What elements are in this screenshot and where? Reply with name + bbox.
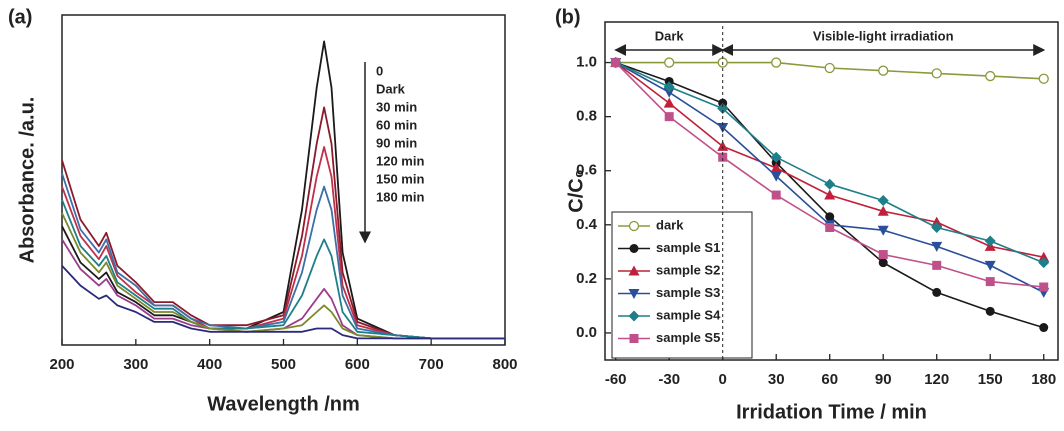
data-point: [770, 151, 782, 163]
legend-label: 180 min: [376, 189, 424, 204]
legend-label: 150 min: [376, 171, 424, 186]
data-point: [985, 70, 996, 82]
legend-label: sample S4: [656, 307, 721, 322]
data-point: [664, 57, 675, 68]
x-tick-label: 150: [978, 371, 1003, 388]
x-tick-label: 180: [1031, 371, 1056, 388]
x-tick-label: -30: [658, 371, 680, 388]
legend-label: 0: [376, 63, 383, 78]
data-point: [824, 62, 835, 74]
data-line: [61, 265, 505, 340]
x-tick-label: 30: [768, 371, 785, 388]
x-axis-label: Wavelength /nm: [207, 393, 360, 415]
y-tick-label: 1.0: [576, 54, 597, 71]
panel-label: (a): [8, 6, 32, 28]
annotation: Dark: [655, 28, 685, 43]
data-point: [877, 205, 889, 216]
y-tick-label: 0.4: [576, 216, 598, 233]
data-point: [1039, 323, 1049, 333]
data-point: [932, 260, 942, 270]
legend-marker: [628, 289, 640, 299]
data-point: [932, 287, 942, 297]
x-tick-label: 400: [197, 356, 222, 373]
data-point: [931, 68, 942, 79]
legend-marker: [628, 220, 640, 232]
legend-label: 90 min: [376, 135, 417, 150]
data-point: [663, 81, 675, 93]
legend-label: 60 min: [376, 117, 417, 132]
data-point: [611, 58, 621, 68]
legend-label: 30 min: [376, 99, 417, 114]
data-point: [718, 152, 728, 162]
legend-marker: [628, 310, 640, 322]
x-tick-label: 500: [271, 356, 296, 373]
data-point: [1038, 257, 1050, 269]
data-point: [985, 277, 995, 287]
data-point: [717, 103, 729, 115]
data-point: [1039, 282, 1049, 292]
x-tick-label: 90: [875, 371, 892, 388]
y-tick-label: 0.0: [576, 324, 597, 341]
legend-marker: [629, 334, 639, 343]
data-point: [825, 212, 835, 222]
data-point: [877, 194, 889, 206]
x-tick-label: -60: [605, 371, 627, 388]
data-point: [824, 178, 836, 190]
y-tick-label: 0.8: [576, 108, 597, 125]
data-point: [984, 235, 996, 247]
y-axis-label: C/C₀: [565, 169, 587, 212]
x-tick-label: 60: [821, 371, 838, 388]
data-point: [771, 190, 781, 200]
data-point: [985, 306, 995, 316]
legend-label: 120 min: [376, 153, 424, 168]
y-tick-label: 0.6: [576, 162, 597, 179]
x-tick-label: 800: [492, 356, 517, 373]
data-line: [61, 199, 505, 340]
data-point: [663, 87, 675, 98]
legend-label: sample S3: [656, 285, 720, 300]
legend-label: dark: [656, 217, 684, 232]
legend-marker: [629, 244, 639, 253]
legend-box: [611, 211, 753, 359]
data-point: [1038, 251, 1050, 262]
data-point: [664, 112, 674, 122]
x-axis-label: Irridation Time / min: [736, 401, 927, 423]
data-point: [717, 122, 729, 133]
plot-frame: [604, 21, 1059, 361]
legend-label: Dark: [376, 81, 406, 96]
x-tick-label: 200: [49, 356, 74, 373]
x-tick-label: 300: [123, 356, 148, 373]
data-point: [878, 258, 888, 268]
data-point: [931, 241, 943, 252]
panel-label: (b): [555, 6, 581, 28]
data-point: [771, 57, 782, 68]
data-point: [1038, 73, 1049, 84]
plot-frame: [61, 14, 506, 346]
data-line: [61, 106, 505, 340]
y-axis-label: Absorbance. /a.u.: [16, 97, 38, 264]
x-tick-label: 0: [719, 371, 727, 388]
data-point: [877, 225, 889, 236]
data-point: [825, 223, 835, 233]
x-tick-label: 600: [345, 356, 370, 373]
data-point: [663, 97, 675, 108]
legend-marker: [628, 265, 640, 276]
y-tick-label: 0.2: [576, 270, 597, 287]
data-point: [984, 260, 996, 271]
data-point: [931, 222, 943, 234]
data-point: [717, 140, 729, 151]
x-tick-label: 700: [419, 356, 444, 373]
data-point: [931, 216, 943, 227]
legend-label: sample S1: [656, 240, 720, 255]
legend-label: sample S2: [656, 262, 720, 277]
x-tick-label: 120: [924, 371, 949, 388]
legend-label: sample S5: [656, 330, 720, 345]
data-point: [878, 250, 888, 260]
data-point: [824, 189, 836, 200]
data-point: [770, 171, 782, 182]
data-point: [878, 65, 889, 76]
annotation: Visible-light irradiation: [813, 28, 954, 43]
data-point: [770, 162, 782, 173]
